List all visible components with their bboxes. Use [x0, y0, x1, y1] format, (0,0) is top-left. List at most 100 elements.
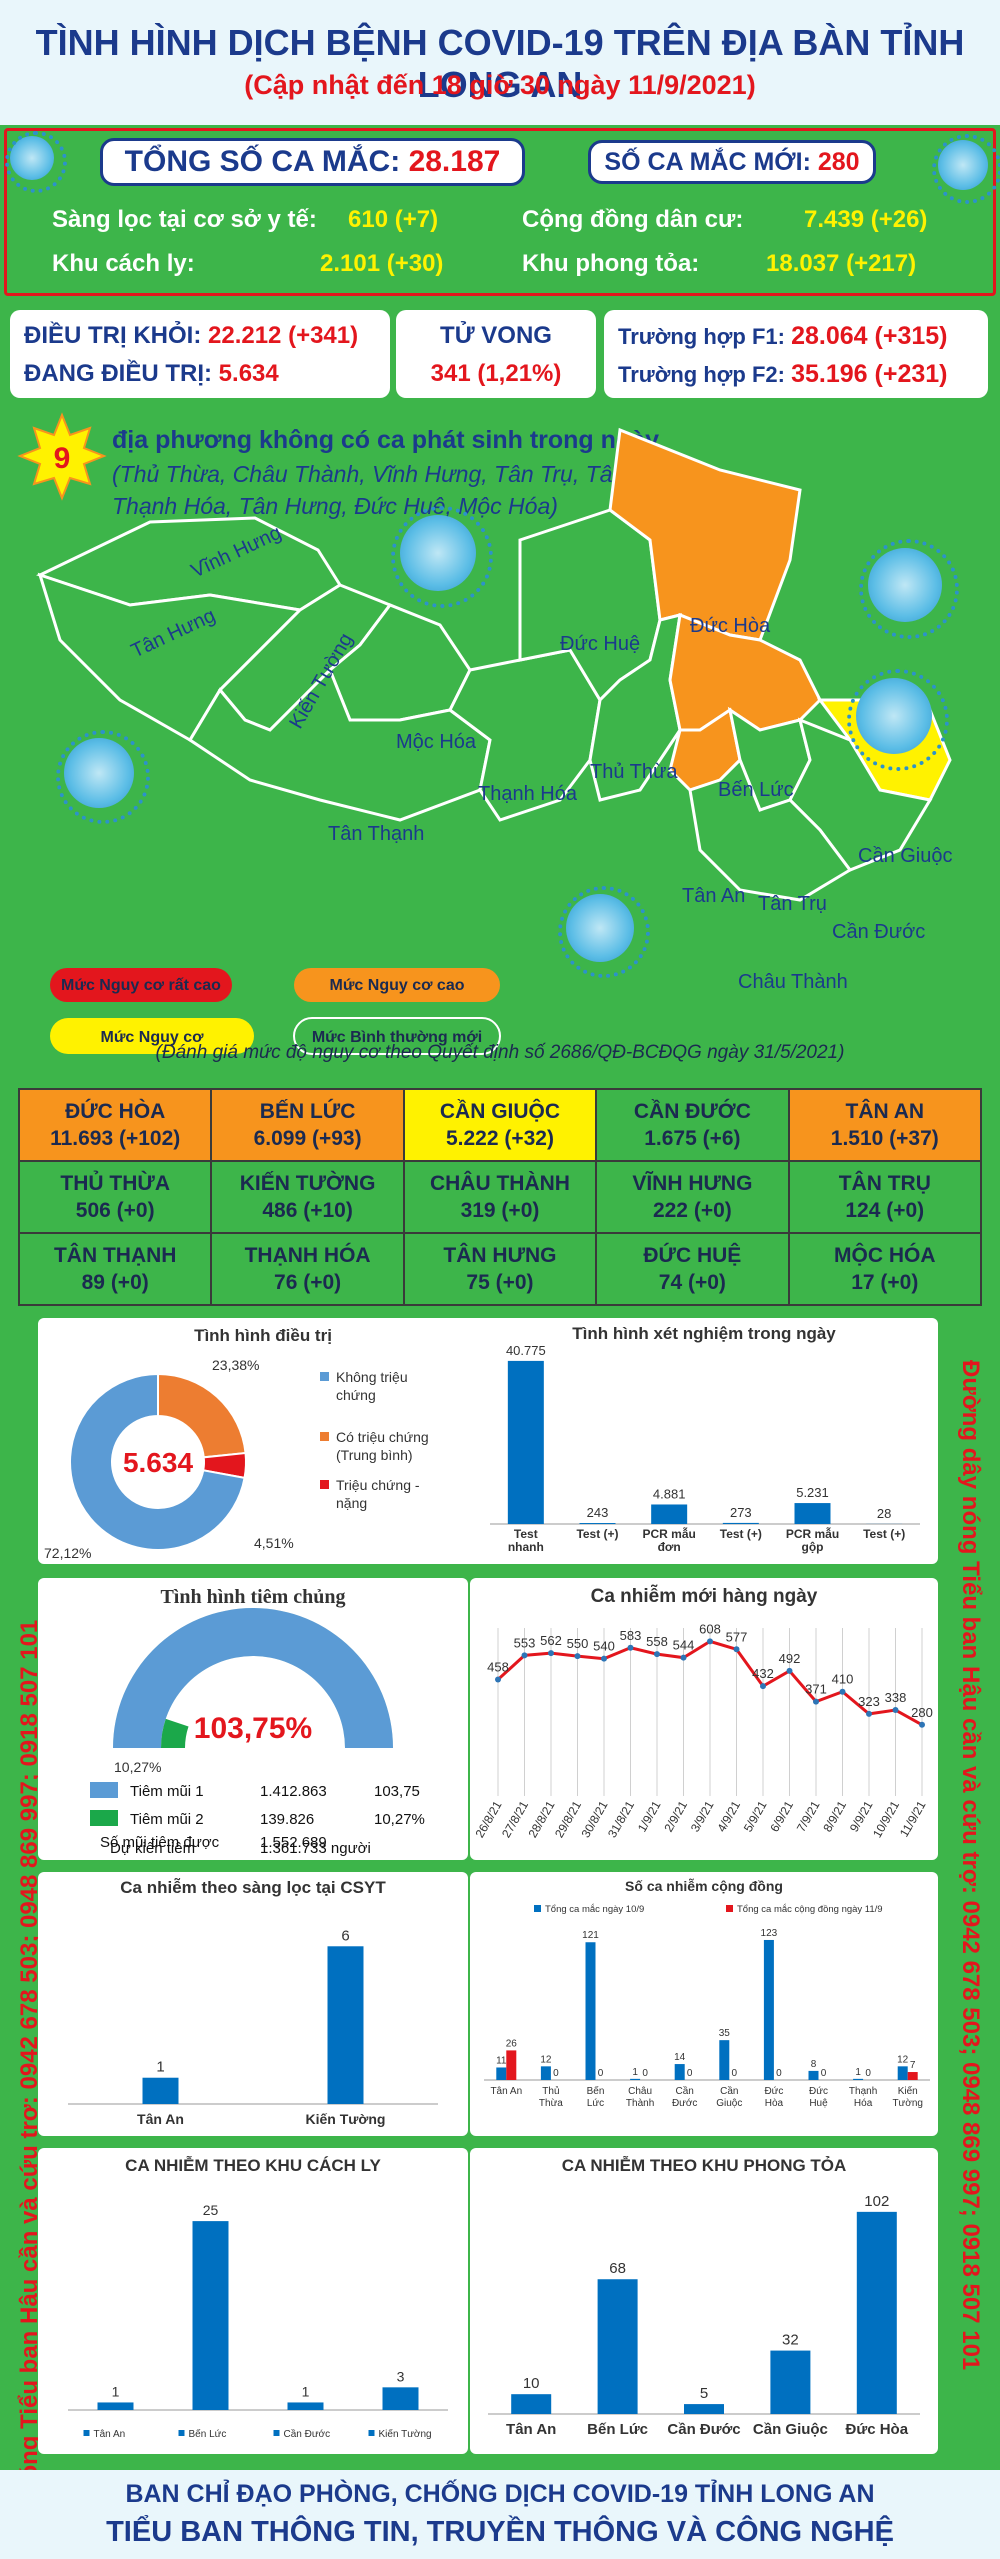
- district-cell: CHÂU THÀNH 319 (+0): [402, 1160, 598, 1234]
- district-row: THỦ THỪA 506 (+0) KIẾN TƯỜNG 486 (+10) CHÂU …: [17, 1160, 983, 1234]
- legend-label: Tổng ca mắc ngày 10/9: [545, 1904, 644, 1915]
- tick-label: 8/9/21: [820, 1798, 849, 1834]
- vaccine-plan-value: 1.361.733 người: [260, 1840, 371, 1857]
- bar-value-label: 28: [877, 1506, 891, 1521]
- legend-label: chứng: [336, 1387, 376, 1403]
- tick-label: Tân An: [506, 2421, 556, 2438]
- legend-swatch: [320, 1480, 329, 1489]
- data-point: [707, 1638, 713, 1645]
- map-label: Tân Trụ: [758, 893, 827, 915]
- tick-label: Đức Hòa: [846, 2421, 909, 2438]
- district-table: ĐỨC HÒA 11.693 (+102) BẾN LỨC 6.099 (+93) CẦ…: [17, 1088, 983, 1306]
- community-chart-title: Số ca nhiễm cộng đồng: [625, 1878, 783, 1894]
- data-label: 544: [673, 1638, 695, 1653]
- map-label: Đức Huệ: [560, 633, 640, 655]
- tick-label: Đước: [672, 2098, 697, 2109]
- map-label: Đức Hòa: [690, 615, 771, 637]
- legend-swatch: [534, 1905, 541, 1912]
- virus-icon: [859, 539, 959, 639]
- tick-label: 6/9/21: [767, 1798, 796, 1834]
- bar: [540, 2066, 551, 2080]
- tick-label: Kiến Tường: [306, 2111, 386, 2127]
- daily-cases-panel: Ca nhiễm mới hàng ngày 458 26/8/21 553 27/8…: [470, 1578, 938, 1860]
- data-label: 553: [514, 1635, 536, 1650]
- data-point: [839, 1688, 846, 1695]
- bar-value-label: 35: [719, 2028, 731, 2039]
- district-value: 506 (+0): [75, 1199, 155, 1222]
- bar: [287, 2402, 324, 2410]
- data-point: [495, 1676, 501, 1683]
- vaccine-row-value: 139.826: [260, 1811, 314, 1828]
- bar: [630, 2078, 641, 2080]
- daily-cases-line-chart: 45826/8/2155327/8/2156228/8/2155029/8/21…: [472, 1621, 932, 1840]
- tick-label: Test (+): [576, 1527, 618, 1541]
- bar-value-label: 5.231: [796, 1485, 829, 1500]
- bar: [511, 2394, 552, 2414]
- bar-value-label: 0: [821, 2068, 827, 2079]
- tick-label: Thủ: [542, 2085, 559, 2097]
- district-name: TÂN TRỤ: [838, 1172, 931, 1195]
- donut-slice: [157, 1372, 247, 1459]
- legend-swatch: [90, 1810, 118, 1826]
- bar: [853, 2078, 864, 2080]
- donut-center-label: 5.634: [123, 1447, 193, 1478]
- legend-swatch: [320, 1372, 329, 1381]
- legend-very-high-label: Mức Nguy cơ rất cao: [61, 977, 221, 994]
- slice-label: 72,12%: [44, 1545, 91, 1561]
- data-label: 323: [858, 1694, 880, 1709]
- bar-value-label: 1: [855, 2067, 861, 2078]
- data-label: 608: [699, 1621, 721, 1636]
- gauge-dose1-arc: [113, 1608, 393, 1748]
- district-value: 74 (+0): [658, 1271, 726, 1294]
- tick-label: Test (+): [720, 1527, 762, 1541]
- legend-label: Không triệu: [336, 1369, 408, 1385]
- district-cell: TÂN HƯNG 75 (+0): [402, 1232, 598, 1306]
- bar-value-label: 102: [864, 2193, 889, 2210]
- virus-icon: [390, 505, 494, 609]
- district-row: TÂN THẠNH 89 (+0) THẠNH HÓA 76 (+0) TÂN HƯNG…: [17, 1232, 983, 1306]
- bar-value-label: 68: [609, 2260, 626, 2277]
- district-name: ĐỨC HÒA: [65, 1100, 166, 1123]
- tick-label: Bến Lức: [587, 2421, 648, 2438]
- bar-value-label: 1: [632, 2067, 638, 2078]
- bar-value-label: 26: [506, 2038, 518, 2049]
- tick-label: Huệ: [809, 2098, 828, 2109]
- treatment-box: ĐIỀU TRỊ KHỎI: 22.212 (+341) ĐANG ĐIỀU T…: [10, 310, 390, 398]
- map-region-chau-thanh: [688, 757, 853, 902]
- gauge-dose2-arc: [161, 1718, 189, 1748]
- bar: [585, 1942, 596, 2080]
- data-point: [521, 1652, 528, 1659]
- bar-value-label: 123: [761, 1928, 778, 1939]
- bar-value-label: 3: [397, 2368, 405, 2384]
- data-point: [813, 1698, 819, 1705]
- district-cell: BẾN LỨC 6.099 (+93): [210, 1088, 405, 1162]
- map-region-tan-thanh: [187, 667, 492, 822]
- map-label: Tân An: [682, 885, 745, 907]
- new-cases-value: 280: [817, 147, 860, 176]
- tick-label: PCR mẫu: [786, 1526, 839, 1541]
- header: TÌNH HÌNH DỊCH BỆNH COVID-19 TRÊN ĐỊA BÀ…: [0, 0, 1000, 125]
- legend-swatch: [83, 2430, 90, 2436]
- bar-value-label: 0: [598, 2068, 604, 2079]
- data-point: [680, 1654, 687, 1661]
- map-label: Châu Thành: [738, 971, 848, 993]
- district-name: MỘC HÓA: [834, 1244, 936, 1267]
- testing-chart-title: Tình hình xét nghiệm trong ngày: [572, 1324, 836, 1343]
- lockdown-panel: CA NHIỄM THEO KHU PHONG TỎA 10 Tân An 68 Bế…: [470, 2148, 938, 2454]
- lockdown-value: 18.037 (+217): [766, 250, 917, 277]
- bar-value-label: 1: [156, 2059, 164, 2076]
- tick-label: Giuộc: [716, 2098, 742, 2109]
- death-value: 341 (1,21%): [430, 360, 562, 387]
- slice-label: 4,51%: [254, 1535, 294, 1551]
- screening-label: Sàng lọc tại cơ sở y tế:: [52, 206, 317, 233]
- tick-label: 4/9/21: [714, 1798, 743, 1834]
- district-name: KIẾN TƯỜNG: [239, 1172, 376, 1195]
- district-name: TÂN AN: [845, 1100, 925, 1123]
- district-name: TÂN THẠNH: [53, 1244, 177, 1267]
- bar-value-label: 0: [642, 2068, 648, 2079]
- legend-normal-swatch: [293, 1017, 501, 1055]
- district-row: ĐỨC HÒA 11.693 (+102) BẾN LỨC 6.099 (+93) CẦ…: [17, 1088, 983, 1162]
- legend-high-swatch: [294, 968, 500, 1002]
- map-region-can-duoc: [788, 717, 933, 872]
